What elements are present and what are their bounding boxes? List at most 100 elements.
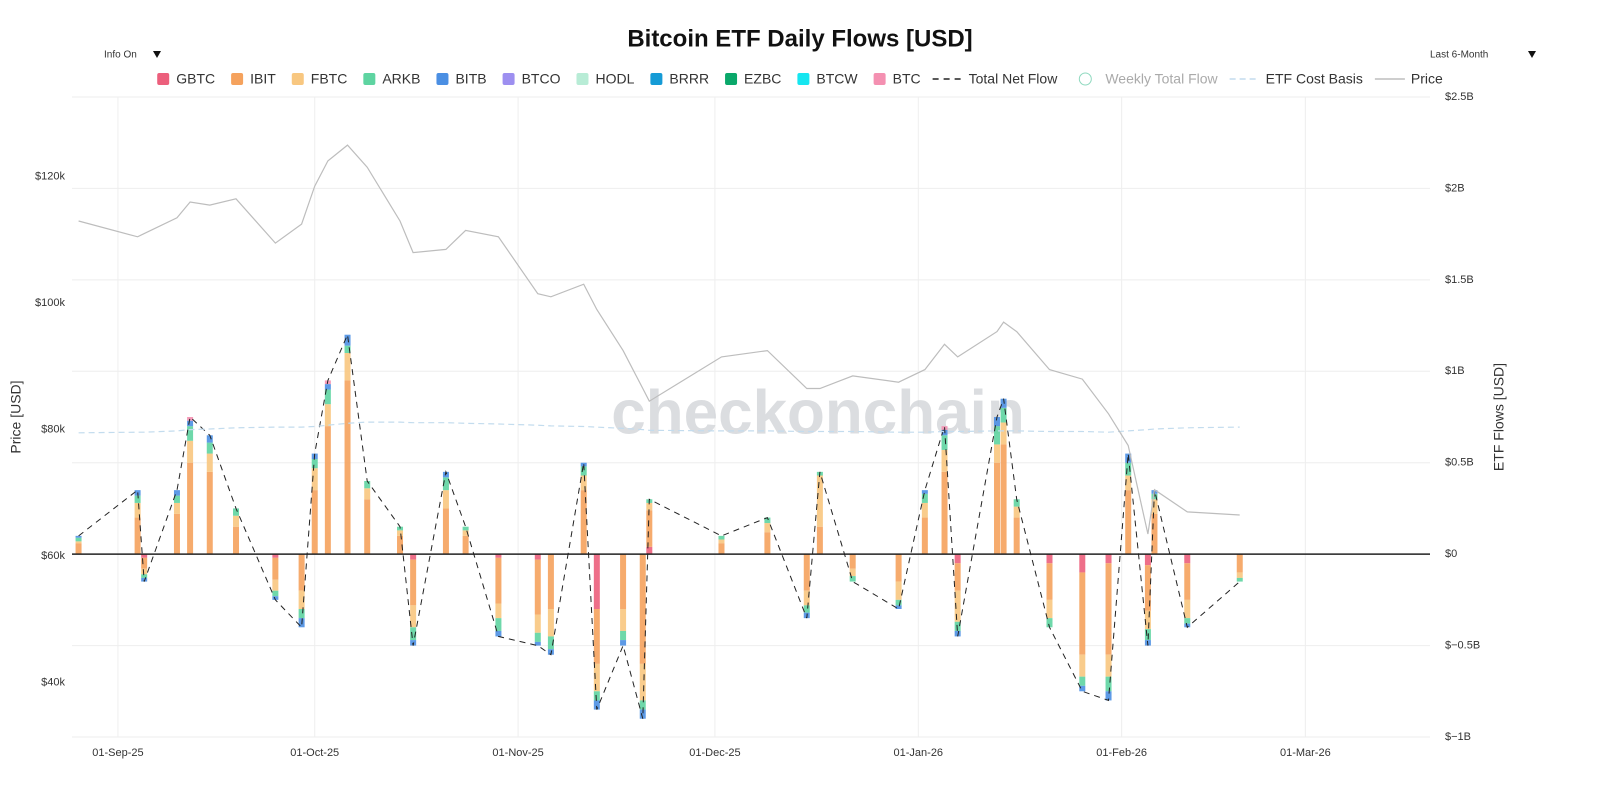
bar <box>895 554 902 582</box>
bar <box>324 389 331 405</box>
legend-item[interactable]: HODL <box>576 71 635 87</box>
legend-swatch <box>797 73 810 85</box>
bar <box>895 599 902 606</box>
bar <box>816 526 823 555</box>
bar <box>141 577 148 582</box>
legend-item[interactable]: Total Net Flow <box>932 71 1059 87</box>
x-tick-label: 01-Dec-25 <box>689 747 740 759</box>
bar <box>994 444 1001 463</box>
bar <box>593 700 600 710</box>
range-selector[interactable]: Last 6-Month <box>1430 50 1488 61</box>
bar <box>547 554 554 609</box>
bar <box>233 515 240 527</box>
info-toggle[interactable]: Info On <box>104 50 137 61</box>
legend-swatch <box>291 73 304 85</box>
y2-tick-label: $1B <box>1445 365 1465 377</box>
line-series <box>78 421 1240 434</box>
bar <box>921 490 928 494</box>
bar <box>1236 572 1243 578</box>
legend-swatch <box>576 73 589 85</box>
legend-item[interactable]: Weekly Total Flow <box>1078 71 1219 87</box>
legend-item[interactable]: Price <box>1374 71 1443 87</box>
bar <box>954 621 961 631</box>
bar <box>364 481 371 489</box>
legend-item[interactable]: IBIT <box>231 71 276 87</box>
legend-label: Price <box>1411 71 1443 87</box>
bar <box>442 490 449 509</box>
bar <box>547 609 554 637</box>
bar <box>1151 513 1158 555</box>
bar <box>1125 462 1132 476</box>
bar <box>1046 618 1053 628</box>
legend-item[interactable]: BITB <box>436 71 487 87</box>
y-tick-label: $120k <box>35 171 65 183</box>
legend-item[interactable]: GBTC <box>157 71 215 87</box>
bar <box>134 517 141 555</box>
legend-label: FBTC <box>311 71 348 87</box>
bar <box>298 554 305 591</box>
bar <box>593 554 600 609</box>
bar <box>954 554 961 564</box>
x-tick-label: 01-Sep-25 <box>92 747 143 759</box>
dropdown-arrow[interactable] <box>153 51 161 58</box>
bar <box>344 380 351 555</box>
legend-label: EZBC <box>744 71 781 87</box>
y2-axis-title: ETF Flows [USD] <box>1491 363 1507 471</box>
y2-tick-label: $1.5B <box>1445 274 1474 286</box>
bar <box>954 630 961 637</box>
bar <box>849 576 856 582</box>
bar <box>1046 599 1053 619</box>
legend-label: GBTC <box>176 71 215 87</box>
bar <box>1079 554 1086 573</box>
bar <box>1000 398 1007 408</box>
line-series <box>78 332 1241 719</box>
chart-title: Bitcoin ETF Daily Flows [USD] <box>627 25 972 52</box>
bar <box>580 475 587 491</box>
legend-label: BTCO <box>522 71 561 87</box>
legend-item[interactable]: ETF Cost Basis <box>1229 71 1363 87</box>
legend-item[interactable]: EZBC <box>725 71 781 87</box>
bar <box>1013 499 1020 507</box>
grid <box>72 96 1430 738</box>
bar <box>495 618 502 631</box>
y2-tick-label: $0.5B <box>1445 457 1474 469</box>
x-tick-label: 01-Mar-26 <box>1280 747 1331 759</box>
bar <box>344 345 351 353</box>
bar <box>803 605 810 613</box>
legend-item[interactable]: BTCW <box>797 71 858 87</box>
bar <box>1125 490 1132 555</box>
bar <box>593 691 600 701</box>
bar <box>344 353 351 381</box>
bar <box>1184 618 1191 624</box>
bar <box>921 493 928 503</box>
bar <box>646 546 653 555</box>
legend-label: IBIT <box>250 71 276 87</box>
legend-item[interactable]: FBTC <box>291 71 348 87</box>
bar <box>364 488 371 500</box>
bar <box>639 700 646 710</box>
bar <box>311 468 318 491</box>
legend-swatch <box>436 73 449 85</box>
bar <box>1184 599 1191 619</box>
bar <box>1236 577 1243 582</box>
dropdown-arrow[interactable] <box>1528 51 1536 58</box>
legend-item[interactable]: ARKB <box>363 71 420 87</box>
bar <box>620 640 627 646</box>
bar <box>941 449 948 472</box>
legend: GBTC IBIT FBTC ARKB BITB BTCO HODL BRRR EZBC BTCW… <box>157 71 1443 87</box>
bar <box>298 609 305 619</box>
bar <box>311 490 318 555</box>
bar <box>344 334 351 346</box>
legend-item[interactable]: BTC <box>873 71 921 87</box>
bar <box>233 526 240 555</box>
bar <box>646 510 653 547</box>
legend-item[interactable]: BTCO <box>502 71 561 87</box>
x-tick-label: 01-Nov-25 <box>492 747 543 759</box>
bar <box>233 508 240 516</box>
bar <box>1079 572 1086 655</box>
legend-item[interactable]: BRRR <box>650 71 709 87</box>
y-tick-label: $100k <box>35 297 65 309</box>
bar <box>272 557 279 580</box>
bar <box>639 709 646 719</box>
legend-swatch <box>1078 72 1092 86</box>
